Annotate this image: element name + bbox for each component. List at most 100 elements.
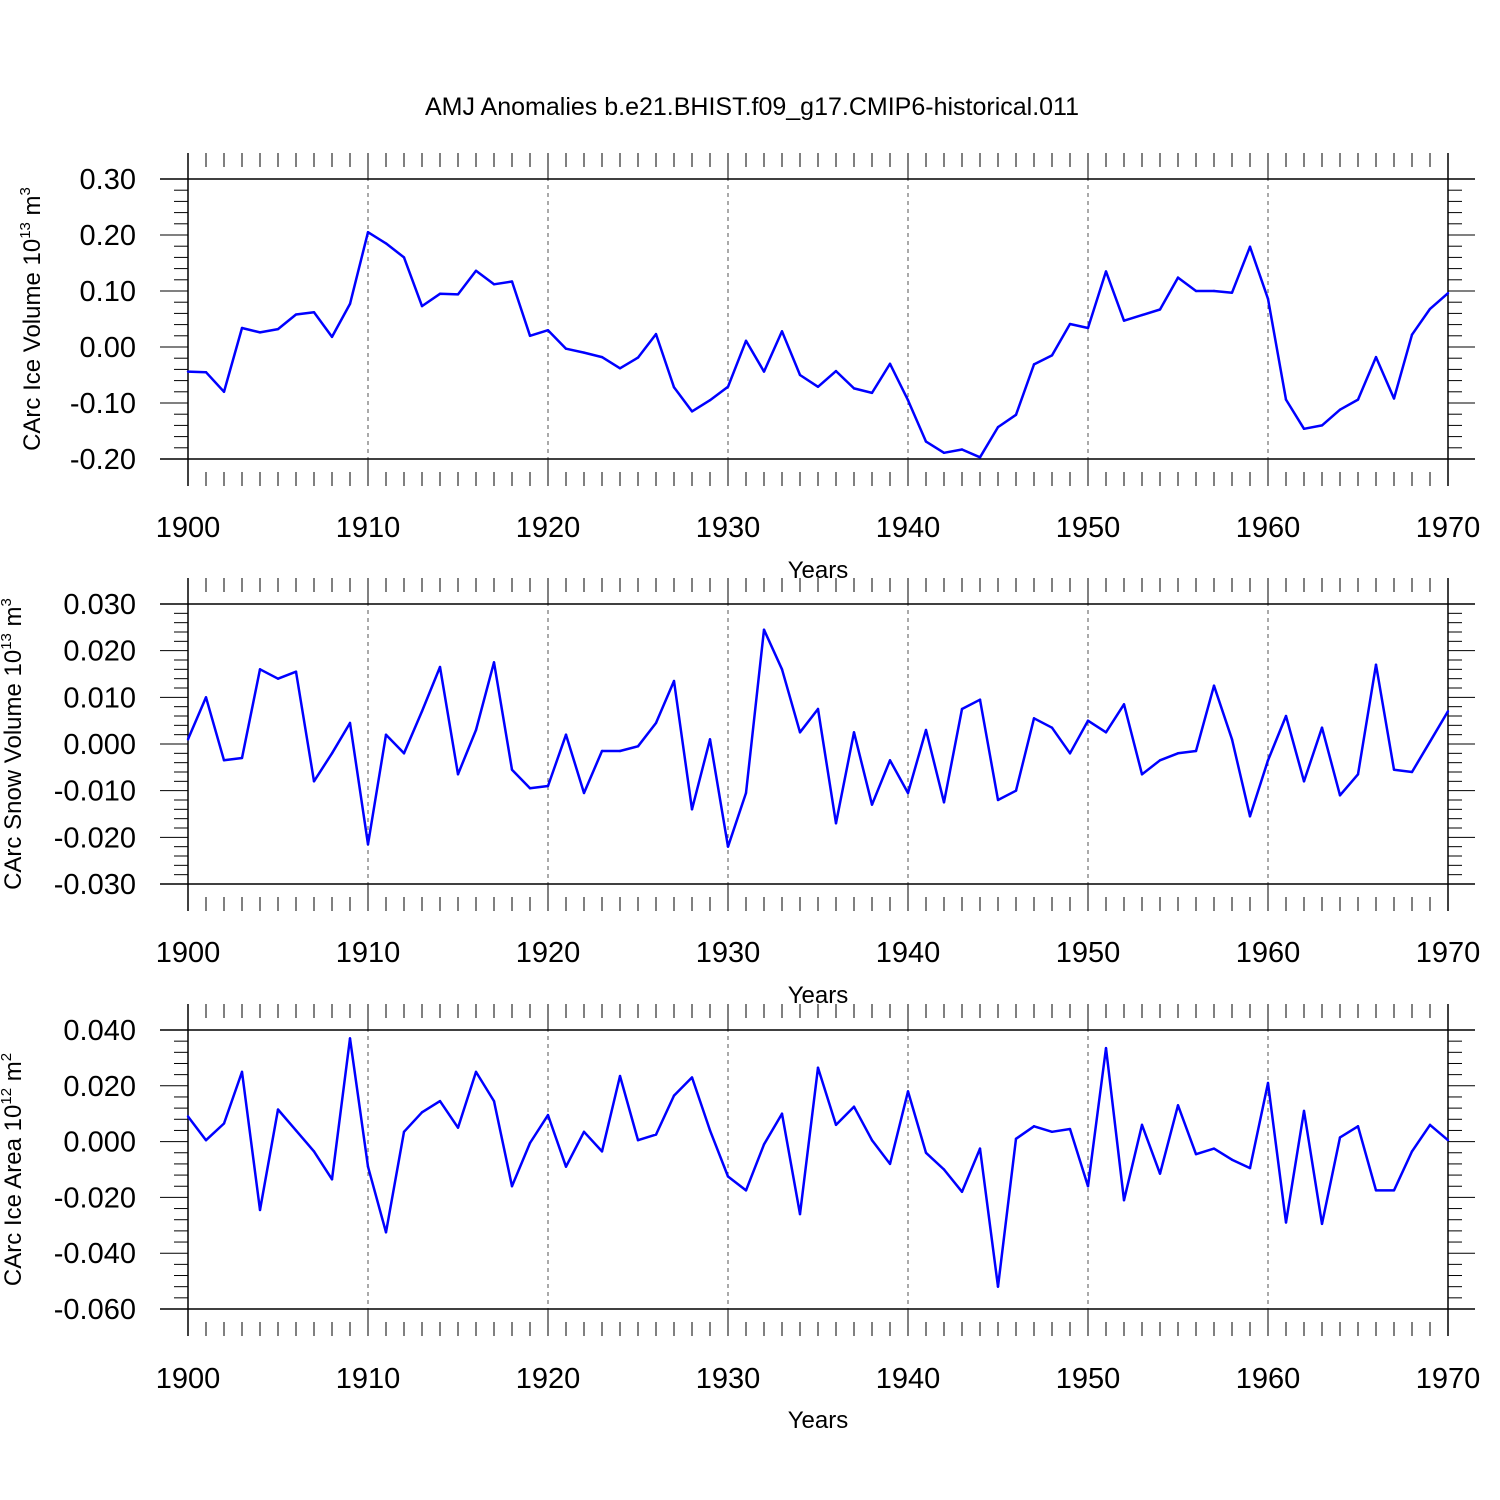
x-tick-label: 1970 bbox=[1416, 937, 1481, 969]
x-tick-label: 1920 bbox=[516, 512, 581, 544]
data-point bbox=[888, 759, 892, 762]
data-point bbox=[240, 756, 244, 760]
data-point bbox=[708, 1129, 712, 1132]
data-point bbox=[456, 773, 460, 776]
data-point bbox=[852, 1105, 856, 1108]
data-point bbox=[1392, 768, 1396, 771]
data-point bbox=[1410, 770, 1414, 774]
x-tick-label: 1930 bbox=[696, 512, 761, 544]
data-point bbox=[744, 339, 748, 343]
data-point bbox=[798, 731, 802, 734]
data-point bbox=[960, 448, 964, 451]
data-point bbox=[1392, 1189, 1396, 1192]
data-point bbox=[582, 351, 586, 354]
x-tick-label: 1910 bbox=[336, 937, 401, 969]
data-point bbox=[528, 1141, 532, 1145]
data-point bbox=[1086, 719, 1090, 722]
data-point bbox=[1194, 289, 1198, 293]
x-tick-label: 1910 bbox=[336, 512, 401, 544]
data-point bbox=[1446, 292, 1450, 295]
data-point bbox=[186, 1115, 190, 1118]
data-point bbox=[546, 1113, 550, 1117]
data-point bbox=[816, 1066, 820, 1069]
data-point bbox=[1068, 1127, 1072, 1131]
y-tick-label: 0.10 bbox=[80, 276, 136, 308]
data-point bbox=[708, 399, 712, 402]
data-point bbox=[384, 1231, 388, 1234]
data-point bbox=[1392, 397, 1396, 400]
data-point bbox=[654, 332, 658, 336]
data-point bbox=[366, 843, 370, 846]
data-point bbox=[690, 1076, 694, 1079]
data-point bbox=[420, 1111, 424, 1114]
data-point bbox=[636, 356, 640, 359]
series-line bbox=[186, 628, 1450, 848]
x-axis-title: Years bbox=[788, 1407, 849, 1434]
data-point bbox=[528, 334, 532, 337]
y-axis-title-ylabel-unit: m bbox=[19, 195, 46, 222]
x-tick-label: 1940 bbox=[876, 1363, 941, 1395]
x-tick-label: 1930 bbox=[696, 937, 761, 969]
data-point bbox=[1140, 773, 1144, 776]
data-point bbox=[1338, 408, 1342, 411]
y-axis-title-ylabel: CArc Ice Volume 10 bbox=[19, 239, 46, 451]
data-point bbox=[1284, 398, 1288, 401]
x-tick-label: 1950 bbox=[1056, 1363, 1121, 1395]
data-point bbox=[780, 668, 784, 671]
data-point bbox=[906, 399, 910, 402]
data-point bbox=[1014, 789, 1018, 792]
data-point bbox=[276, 1108, 280, 1111]
y-tick-label: 0.30 bbox=[80, 164, 136, 196]
data-point bbox=[1104, 731, 1108, 734]
data-point bbox=[852, 387, 856, 390]
data-point bbox=[330, 335, 334, 339]
data-point bbox=[654, 721, 658, 725]
data-point bbox=[222, 390, 226, 393]
data-point bbox=[384, 733, 388, 736]
y-axis-title-ylabel-unit-exponent: 3 bbox=[17, 187, 34, 195]
data-point bbox=[978, 456, 982, 459]
data-point bbox=[1338, 794, 1342, 797]
data-point bbox=[1230, 738, 1234, 741]
data-point bbox=[1176, 276, 1180, 279]
data-point bbox=[222, 759, 226, 762]
y-tick-label: -0.20 bbox=[70, 444, 136, 476]
data-point bbox=[924, 440, 928, 443]
data-point bbox=[1068, 322, 1072, 326]
data-point bbox=[204, 696, 208, 699]
data-point bbox=[1158, 308, 1162, 311]
data-point bbox=[1086, 326, 1090, 330]
data-point bbox=[1284, 1221, 1288, 1224]
data-point bbox=[1374, 1189, 1378, 1192]
data-point bbox=[510, 768, 514, 771]
data-point bbox=[654, 1133, 658, 1136]
x-tick-label: 1960 bbox=[1236, 1363, 1301, 1395]
data-point bbox=[1032, 363, 1036, 366]
y-tick-label: -0.030 bbox=[54, 869, 136, 901]
data-point bbox=[942, 451, 946, 455]
data-point bbox=[762, 370, 766, 373]
data-point bbox=[294, 670, 298, 673]
data-point bbox=[1446, 1139, 1450, 1142]
data-point bbox=[1428, 1123, 1432, 1127]
y-axis-title: CArc Snow Volume 1013 m3 bbox=[0, 598, 27, 890]
data-point bbox=[1194, 749, 1198, 753]
data-point bbox=[474, 269, 478, 273]
data-point bbox=[924, 728, 928, 732]
data-point bbox=[1014, 1137, 1018, 1141]
data-point bbox=[456, 293, 460, 296]
y-tick-label: 0.040 bbox=[63, 1015, 136, 1047]
data-point bbox=[366, 1165, 370, 1168]
data-point bbox=[240, 1070, 244, 1074]
data-point bbox=[1410, 1150, 1414, 1153]
data-point bbox=[888, 362, 892, 365]
data-point bbox=[294, 313, 298, 316]
x-tick-label: 1920 bbox=[516, 937, 581, 969]
data-point bbox=[1302, 780, 1306, 783]
data-point bbox=[582, 1130, 586, 1134]
data-point bbox=[1356, 1125, 1360, 1128]
data-point bbox=[1428, 740, 1432, 743]
data-point bbox=[780, 1112, 784, 1115]
x-tick-label: 1970 bbox=[1416, 512, 1481, 544]
